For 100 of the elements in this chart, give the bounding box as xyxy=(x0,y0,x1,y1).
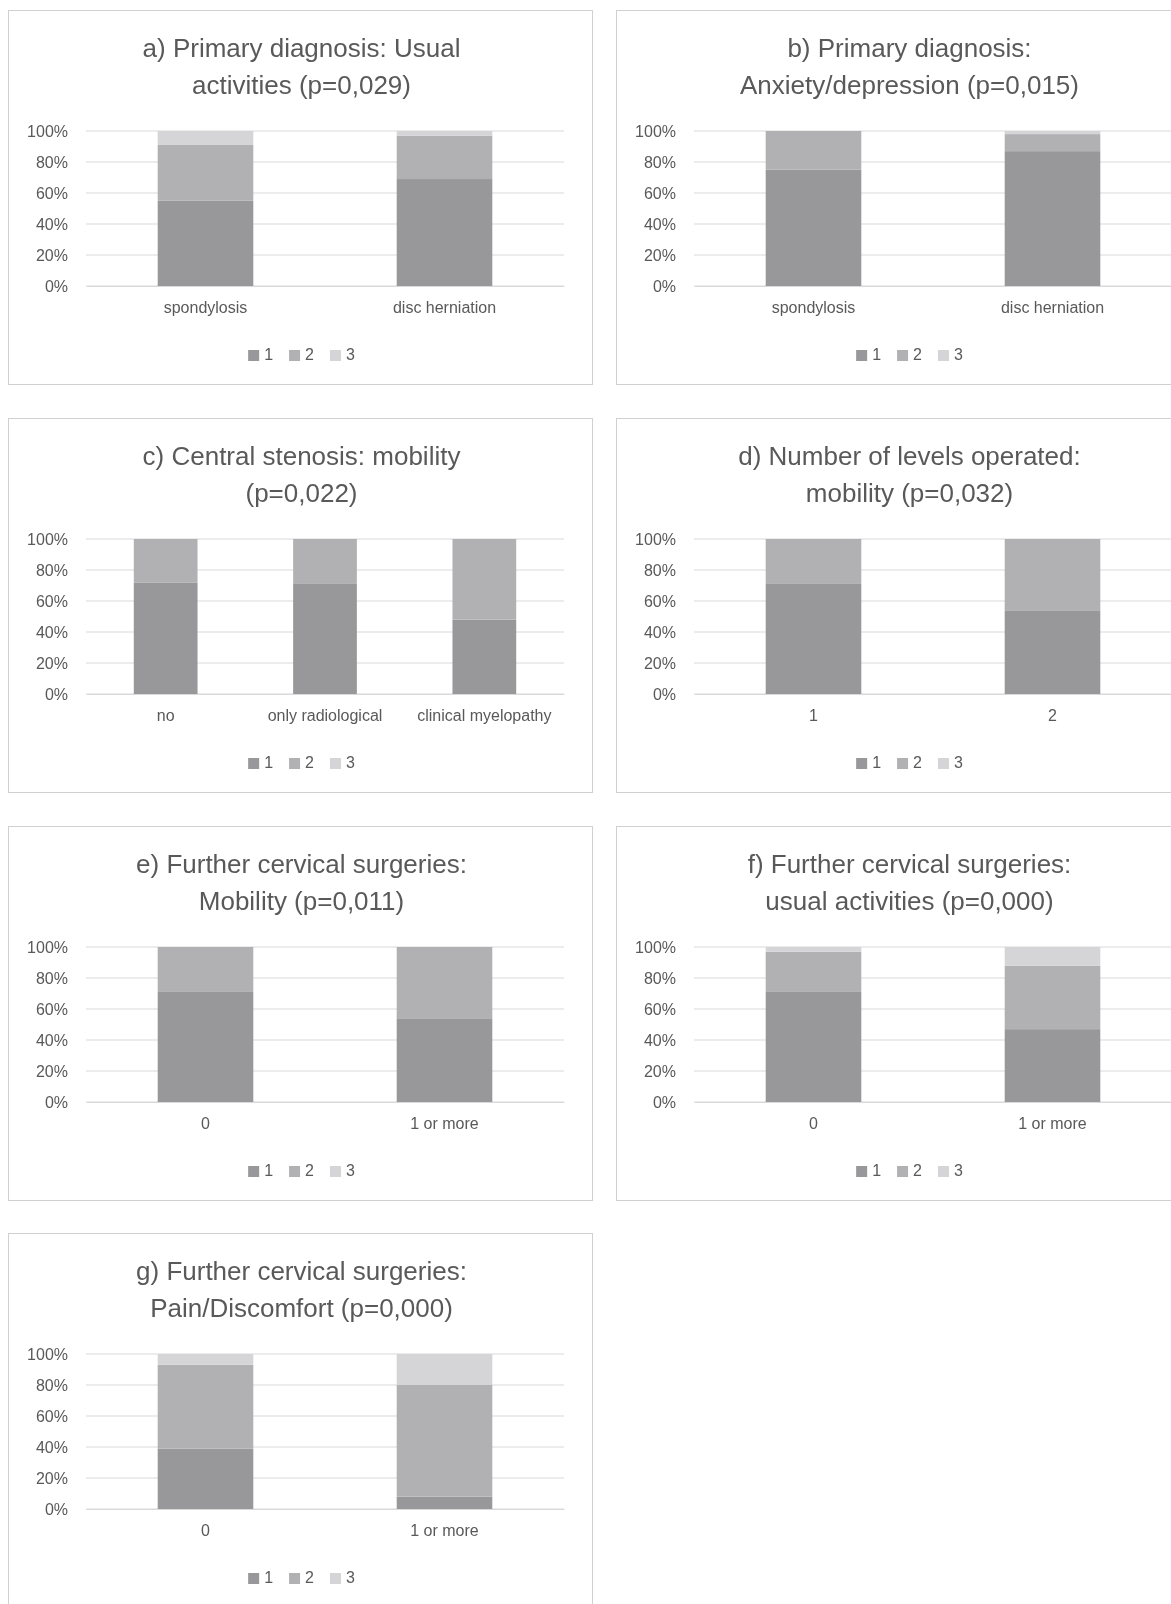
legend-label: 2 xyxy=(913,346,923,363)
bar xyxy=(396,1385,493,1497)
x-tick-label: no xyxy=(156,707,175,725)
chart-title: g) Further cervical surgeries: Pain/Discomfort (p=0,000) xyxy=(136,1256,467,1323)
x-tick-label: 0 xyxy=(809,1115,819,1133)
x-tick-label: disc herniation xyxy=(1000,299,1105,317)
y-tick-label: 40% xyxy=(35,1031,68,1049)
x-tick-label: 1 xyxy=(809,707,819,725)
legend-label: 3 xyxy=(953,754,963,771)
y-tick-label: 0% xyxy=(44,685,68,703)
y-tick-label: 20% xyxy=(643,654,676,672)
bar xyxy=(1004,134,1101,152)
bar xyxy=(1004,965,1101,1030)
y-tick-label: 80% xyxy=(35,153,68,171)
y-tick-label: 80% xyxy=(643,153,676,171)
bar xyxy=(133,539,198,583)
y-tick-label: 100% xyxy=(27,530,68,548)
chart-title: c) Central stenosis: mobility (p=0,022) xyxy=(142,441,461,508)
bar xyxy=(1004,610,1101,694)
x-tick-label: only radiological xyxy=(267,707,383,725)
bar xyxy=(293,583,357,694)
legend-label: 1 xyxy=(872,346,882,363)
y-tick-label: 80% xyxy=(35,969,68,987)
y-tick-label: 0% xyxy=(652,1093,676,1111)
legend-label: 1 xyxy=(264,754,274,771)
legend-label: 2 xyxy=(305,1569,315,1586)
chart-title: a) Primary diagnosis: Usual activities (p=0,029) xyxy=(142,33,461,100)
y-tick-label: 100% xyxy=(27,938,68,956)
legend-label: 3 xyxy=(345,1162,355,1179)
y-tick-label: 60% xyxy=(35,592,68,610)
bar xyxy=(765,951,862,992)
bar xyxy=(157,947,254,992)
y-tick-label: 60% xyxy=(35,1407,68,1425)
y-tick-label: 40% xyxy=(643,1031,676,1049)
y-tick-label: 60% xyxy=(35,184,68,202)
y-tick-label: 20% xyxy=(643,246,676,264)
legend-label: 3 xyxy=(345,1569,355,1586)
legend-label: 1 xyxy=(872,754,882,771)
y-tick-label: 80% xyxy=(643,969,676,987)
x-tick-label: 1 or more xyxy=(1018,1115,1087,1133)
y-tick-label: 20% xyxy=(35,654,68,672)
chart-title: d) Number of levels operated: mobility (p=0,032) xyxy=(738,441,1081,508)
bar xyxy=(452,539,517,620)
x-tick-label: 0 xyxy=(201,1115,211,1133)
y-tick-label: 60% xyxy=(643,184,676,202)
legend-label: 1 xyxy=(264,1162,274,1179)
y-tick-label: 0% xyxy=(44,277,68,295)
bar xyxy=(765,169,862,286)
bar xyxy=(133,582,198,694)
bar xyxy=(157,144,254,201)
y-tick-label: 100% xyxy=(27,1345,68,1363)
bar xyxy=(1004,539,1101,611)
y-tick-label: 20% xyxy=(643,1062,676,1080)
y-tick-label: 20% xyxy=(35,1062,68,1080)
legend-label: 3 xyxy=(345,754,355,771)
y-tick-label: 40% xyxy=(643,623,676,641)
legend-label: 2 xyxy=(305,346,315,363)
y-tick-label: 40% xyxy=(643,215,676,233)
y-tick-label: 60% xyxy=(643,1000,676,1018)
y-tick-label: 0% xyxy=(652,277,676,295)
bar xyxy=(396,135,493,180)
x-tick-label: 2 xyxy=(1048,707,1058,725)
chart-title: b) Primary diagnosis: Anxiety/depression (p=0,015) xyxy=(740,33,1079,100)
legend-label: 3 xyxy=(345,346,355,363)
chart-title: e) Further cervical surgeries: Mobility (p=0,011) xyxy=(136,849,467,916)
bar xyxy=(765,131,862,170)
y-tick-label: 100% xyxy=(635,530,676,548)
bar xyxy=(765,583,862,694)
bar xyxy=(452,619,517,694)
bar xyxy=(396,1496,493,1509)
y-tick-label: 100% xyxy=(27,122,68,140)
bar xyxy=(157,1364,254,1449)
y-tick-label: 60% xyxy=(643,592,676,610)
legend-label: 2 xyxy=(305,754,315,771)
bar xyxy=(157,200,254,286)
y-tick-label: 80% xyxy=(35,561,68,579)
x-tick-label: 1 or more xyxy=(410,1522,479,1540)
x-tick-label: disc herniation xyxy=(392,299,497,317)
y-tick-label: 60% xyxy=(35,1000,68,1018)
legend-label: 2 xyxy=(913,754,923,771)
y-tick-label: 40% xyxy=(35,1438,68,1456)
y-tick-label: 80% xyxy=(35,1376,68,1394)
y-tick-label: 20% xyxy=(35,246,68,264)
legend-label: 1 xyxy=(264,346,274,363)
y-tick-label: 80% xyxy=(643,561,676,579)
y-tick-label: 100% xyxy=(635,938,676,956)
y-tick-label: 0% xyxy=(652,685,676,703)
legend-label: 1 xyxy=(264,1569,274,1586)
bar xyxy=(1004,151,1101,286)
x-tick-label: 1 or more xyxy=(410,1115,479,1133)
legend-label: 3 xyxy=(953,346,963,363)
bar xyxy=(765,539,862,584)
x-tick-label: clinical myelopathy xyxy=(417,707,552,725)
y-tick-label: 20% xyxy=(35,1469,68,1487)
legend-label: 3 xyxy=(953,1162,963,1179)
x-tick-label: spondylosis xyxy=(771,299,856,317)
legend-label: 1 xyxy=(872,1162,882,1179)
chart-title: f) Further cervical surgeries: usual activities (p=0,000) xyxy=(747,849,1072,916)
y-tick-label: 100% xyxy=(635,122,676,140)
bar xyxy=(157,1448,254,1509)
